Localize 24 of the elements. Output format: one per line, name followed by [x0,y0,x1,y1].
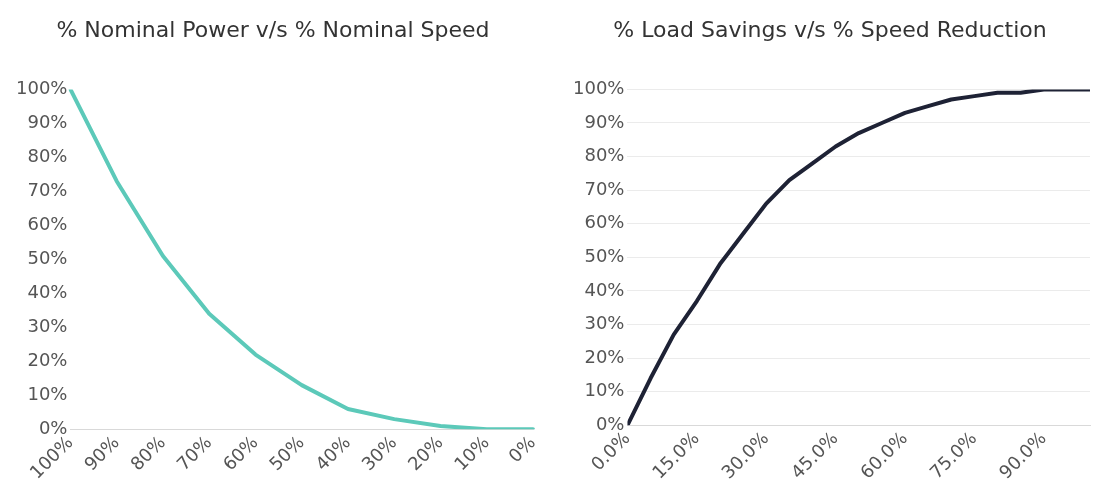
y-tick-label: 70% [27,179,68,201]
y-tick-label: 10% [27,383,68,405]
chart-title: % Nominal Power v/s % Nominal Speed [56,16,490,42]
y-tick-label: 100% [15,77,68,99]
y-tick-label: 10% [584,379,625,401]
y-tick-label: 80% [27,145,68,167]
y-tick-label: 30% [584,312,625,334]
y-tick-label: 0% [595,412,625,434]
x-tick-label: 0% [504,431,540,467]
y-tick-label: 50% [27,247,68,269]
y-tick-label: 20% [27,349,68,371]
y-tick-label: 40% [27,281,68,303]
y-tick-label: 90% [27,111,68,133]
y-tick-label: 50% [584,245,625,267]
y-tick-label: 30% [27,315,68,337]
y-tick-label: 40% [584,278,625,300]
y-tick-label: 100% [572,77,625,99]
y-tick-label: 20% [584,345,625,367]
chart-title: % Load Savings v/s % Speed Reduction [613,16,1047,42]
y-tick-label: 90% [584,110,625,132]
y-tick-label: 70% [584,177,625,199]
y-tick-label: 60% [27,213,68,235]
y-tick-label: 80% [584,144,625,166]
y-tick-label: 60% [584,211,625,233]
